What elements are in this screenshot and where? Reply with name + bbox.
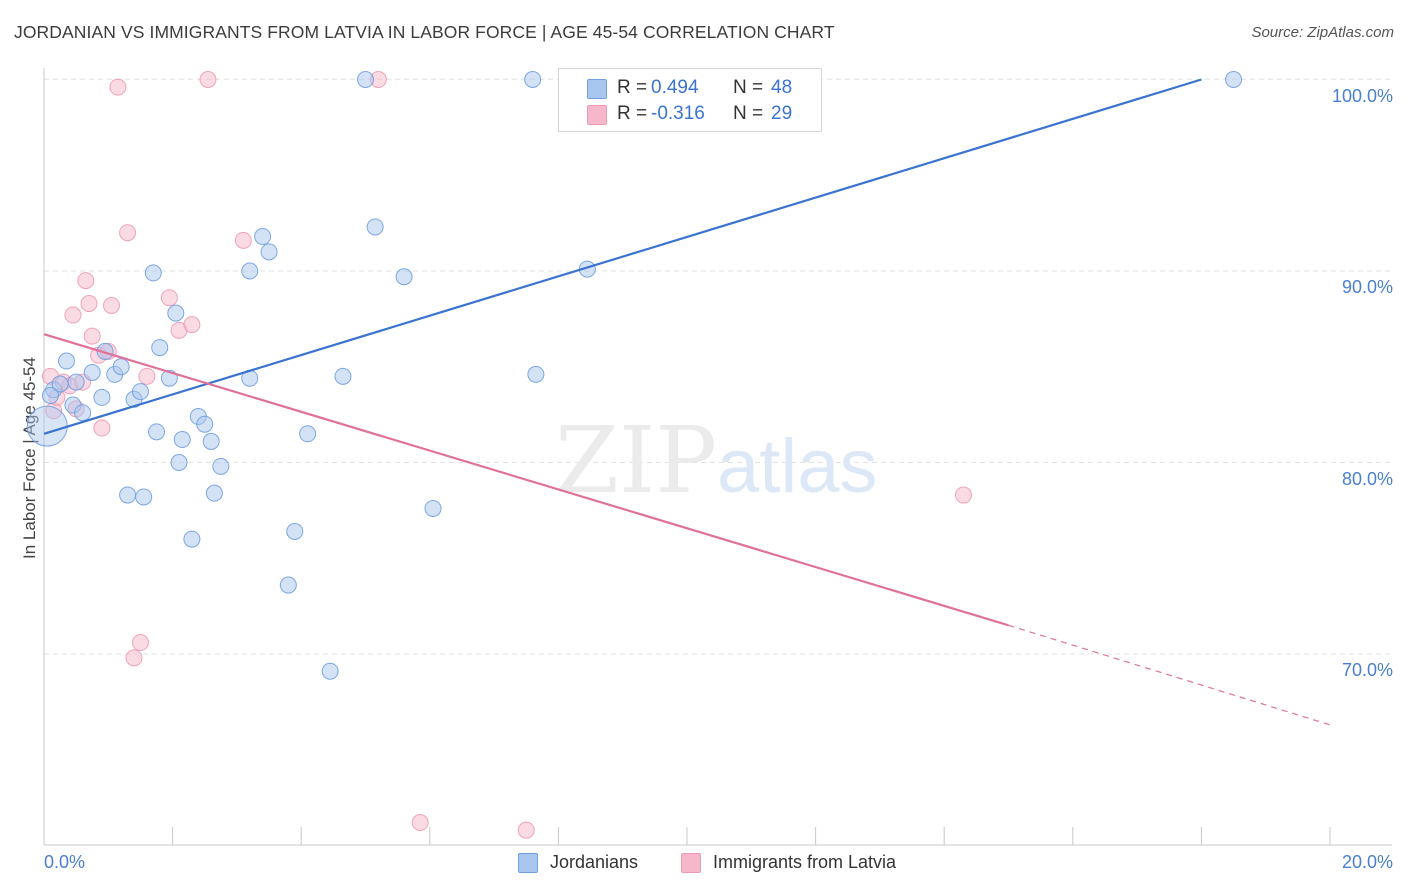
legend-r-value: -0.316 [651, 103, 705, 124]
data-point[interactable] [279, 576, 297, 594]
data-point[interactable] [199, 71, 217, 88]
legend-swatch-pink [681, 852, 701, 873]
y-tick-label: 90.0% [1341, 277, 1393, 297]
data-point[interactable] [183, 530, 201, 548]
data-point[interactable] [357, 71, 374, 88]
trend-lines [43, 78, 1331, 726]
data-point[interactable] [119, 486, 137, 504]
data-point[interactable] [170, 454, 188, 471]
data-point[interactable] [254, 228, 272, 246]
data-point[interactable] [112, 358, 130, 376]
y-tick-label: 100.0% [1331, 85, 1393, 106]
data-point[interactable] [80, 295, 98, 313]
data-point[interactable] [119, 224, 137, 242]
data-point[interactable] [1225, 71, 1243, 88]
legend-label-immigrants-from-latvia: Immigrants from Latvia [713, 852, 897, 872]
data-point[interactable] [77, 272, 95, 290]
data-point[interactable] [74, 404, 92, 422]
data-point[interactable] [93, 388, 111, 406]
data-point[interactable] [517, 821, 535, 839]
data-point[interactable] [260, 243, 278, 261]
data-point[interactable] [173, 431, 191, 449]
data-point[interactable] [424, 499, 442, 517]
data-point[interactable] [131, 634, 149, 652]
legend-swatch-blue [587, 79, 607, 99]
legend-row-jordanians: R = 0.494 N = 48 [559, 76, 821, 100]
data-point[interactable] [96, 342, 114, 360]
watermark: ZIP atlas [555, 407, 878, 514]
data-point[interactable] [83, 363, 101, 381]
data-point[interactable] [196, 415, 214, 433]
data-point[interactable] [83, 327, 101, 345]
legend-swatch-pink [587, 105, 607, 125]
legend-r-value: 0.494 [651, 77, 699, 98]
data-point[interactable] [234, 231, 252, 249]
series-jordanians [26, 71, 1243, 680]
legend-n-value: 48 [771, 77, 793, 98]
data-point[interactable] [202, 432, 220, 450]
data-point[interactable] [103, 296, 121, 314]
legend-n-label: N = [733, 77, 764, 98]
data-point[interactable] [41, 386, 59, 404]
legend-label-jordanians: Jordanians [550, 852, 639, 872]
legend-item-jordanians[interactable]: Jordanians [518, 852, 638, 873]
data-point[interactable] [58, 352, 76, 370]
y-tick-label: 70.0% [1341, 660, 1393, 680]
data-point[interactable] [366, 218, 384, 236]
data-point[interactable] [144, 264, 162, 282]
data-point[interactable] [212, 457, 230, 475]
data-point[interactable] [138, 367, 156, 385]
correlation-legend: R = 0.494 N = 48 R = -0.316 N = 29 [558, 68, 822, 132]
data-point[interactable] [67, 373, 85, 391]
trend-line-latvia-extension [1008, 624, 1331, 726]
data-point[interactable] [411, 814, 429, 832]
data-point[interactable] [160, 289, 178, 307]
x-tick-min: 0.0% [44, 852, 86, 872]
data-point[interactable] [299, 425, 317, 443]
legend-n-label: N = [733, 103, 764, 124]
legend-row-latvia: R = -0.316 N = 29 [559, 102, 821, 126]
data-point[interactable] [26, 405, 68, 447]
data-point[interactable] [954, 486, 972, 504]
data-point[interactable] [109, 78, 127, 96]
chart-title: JORDANIAN VS IMMIGRANTS FROM LATVIA IN L… [14, 22, 835, 42]
trend-line-jordanians [43, 78, 1202, 435]
source-credit[interactable]: Source: ZipAtlas.com [1251, 24, 1394, 41]
data-point[interactable] [135, 488, 153, 506]
data-point[interactable] [167, 304, 185, 322]
legend-n-value: 29 [771, 103, 793, 124]
axis-layer [43, 68, 1392, 846]
data-point[interactable] [148, 423, 166, 441]
data-point[interactable] [93, 419, 111, 437]
data-point[interactable] [205, 484, 223, 502]
legend-item-immigrants-from-latvia[interactable]: Immigrants from Latvia [681, 852, 896, 873]
data-point[interactable] [131, 383, 149, 401]
data-point[interactable] [334, 367, 352, 385]
data-point[interactable] [125, 649, 143, 667]
watermark-atlas: atlas [717, 424, 878, 509]
data-point[interactable] [395, 268, 413, 286]
data-point[interactable] [527, 365, 545, 383]
data-point[interactable] [151, 339, 169, 357]
data-point[interactable] [286, 522, 304, 540]
legend-r-label: R = [617, 77, 648, 98]
data-point[interactable] [321, 662, 339, 680]
data-point[interactable] [241, 262, 259, 280]
grid-layer [44, 78, 1392, 655]
y-tick-label: 80.0% [1341, 468, 1393, 489]
watermark-zip: ZIP [555, 407, 717, 514]
data-point[interactable] [64, 306, 82, 324]
trend-line-latvia [43, 333, 1009, 627]
x-tick-max: 20.0% [1341, 852, 1393, 872]
data-point[interactable] [183, 316, 201, 334]
legend-swatch-blue [518, 852, 538, 873]
legend-r-label: R = [617, 103, 648, 124]
data-point[interactable] [524, 71, 542, 88]
series-legend: Jordanians Immigrants from Latvia [0, 852, 1406, 878]
